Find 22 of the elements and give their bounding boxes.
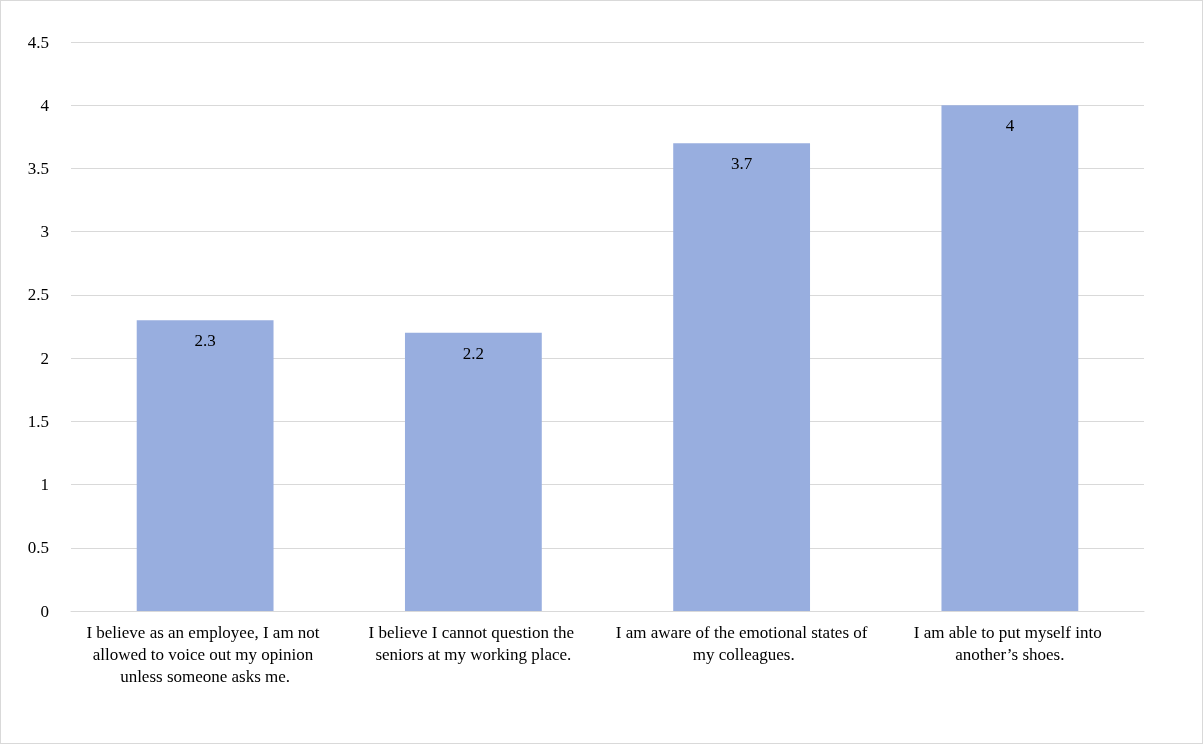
y-tick-label: 1.5	[27, 411, 49, 431]
y-tick-label: 3.5	[27, 158, 49, 178]
x-tick-label: I am able to put myself into another’s shoes.	[913, 622, 1106, 664]
data-label: 2.3	[194, 331, 216, 351]
bar	[941, 105, 1079, 611]
bar	[404, 332, 542, 611]
x-tick-label: I am aware of the emotional states of my colleagues.	[615, 622, 868, 664]
y-tick-label: 4.5	[27, 32, 49, 52]
y-tick-label: 3	[40, 222, 49, 242]
y-tick-label: 0	[40, 601, 49, 621]
y-tick-label: 0.5	[27, 538, 49, 558]
y-tick-label: 4	[40, 95, 50, 115]
x-tick-label: I believe as an employee, I am not allowed to voice out my opinion unless someone asks me.	[86, 622, 324, 686]
bar	[136, 320, 274, 611]
y-tick-label: 2.5	[27, 285, 49, 305]
y-tick-label: 2	[40, 348, 49, 368]
data-label: 2.2	[462, 343, 484, 363]
x-tick-label: I believe I cannot question the seniors at my working place.	[368, 622, 579, 664]
bar	[673, 143, 811, 611]
data-label: 3.7	[731, 154, 753, 174]
y-tick-label: 1	[40, 475, 49, 495]
data-label: 4	[1005, 116, 1015, 136]
